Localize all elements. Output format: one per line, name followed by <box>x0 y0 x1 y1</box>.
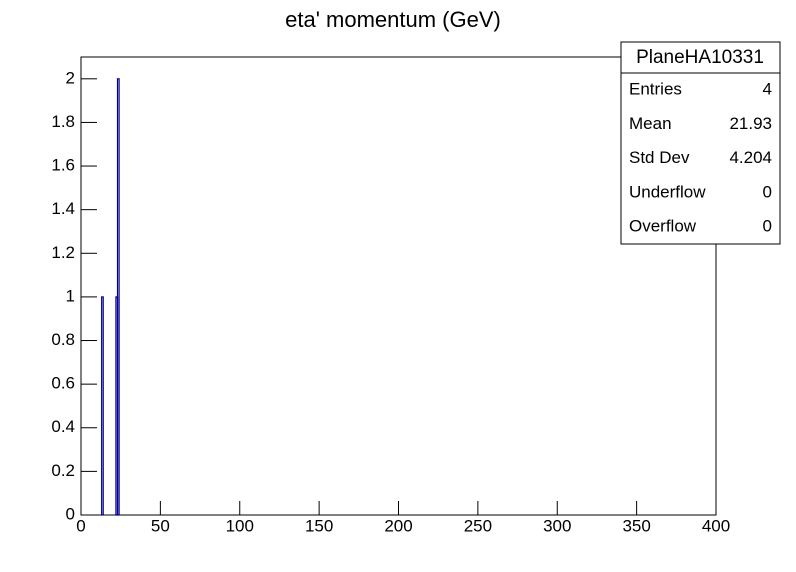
stats-label: Entries <box>629 79 682 98</box>
y-tick-label: 1.8 <box>51 112 75 131</box>
y-tick-label: 0.6 <box>51 374 75 393</box>
stats-frame <box>620 41 781 245</box>
x-tick-label: 150 <box>305 516 333 535</box>
x-tick-label: 0 <box>76 516 85 535</box>
stats-value: 4 <box>763 79 772 98</box>
x-tick-label: 300 <box>543 516 571 535</box>
stats-value: 4.204 <box>729 148 772 167</box>
y-tick-label: 1.6 <box>51 156 75 175</box>
x-tick-label: 350 <box>622 516 650 535</box>
chart-title: eta' momentum (GeV) <box>285 7 501 32</box>
stats-value: 21.93 <box>729 114 772 133</box>
stats-name: PlaneHA10331 <box>636 47 764 68</box>
stats-label: Std Dev <box>629 148 690 167</box>
y-tick-label: 0.8 <box>51 330 75 349</box>
stats-value: 0 <box>763 182 772 201</box>
stats-box: PlaneHA10331 Entries 4 Mean 21.93 Std Dev 4.2… <box>620 41 781 245</box>
y-tick-label: 2 <box>66 68 75 87</box>
x-tick-label: 200 <box>384 516 412 535</box>
bar <box>116 78 120 516</box>
y-tick-label: 0.4 <box>51 417 75 436</box>
y-tick-label: 0.2 <box>51 461 75 480</box>
stats-label: Overflow <box>629 217 697 236</box>
y-tick-label: 1.2 <box>51 243 75 262</box>
x-tick-label: 250 <box>464 516 492 535</box>
bar <box>101 296 104 516</box>
y-tick-label: 1.4 <box>51 199 75 218</box>
stats-label: Underflow <box>629 182 706 201</box>
stats-value: 0 <box>763 217 772 236</box>
x-tick-label: 50 <box>151 516 170 535</box>
y-tick-label: 1 <box>66 286 75 305</box>
stats-label: Mean <box>629 114 672 133</box>
x-tick-label: 100 <box>226 516 254 535</box>
x-tick-label: 400 <box>702 516 730 535</box>
y-tick-label: 0 <box>66 504 75 523</box>
